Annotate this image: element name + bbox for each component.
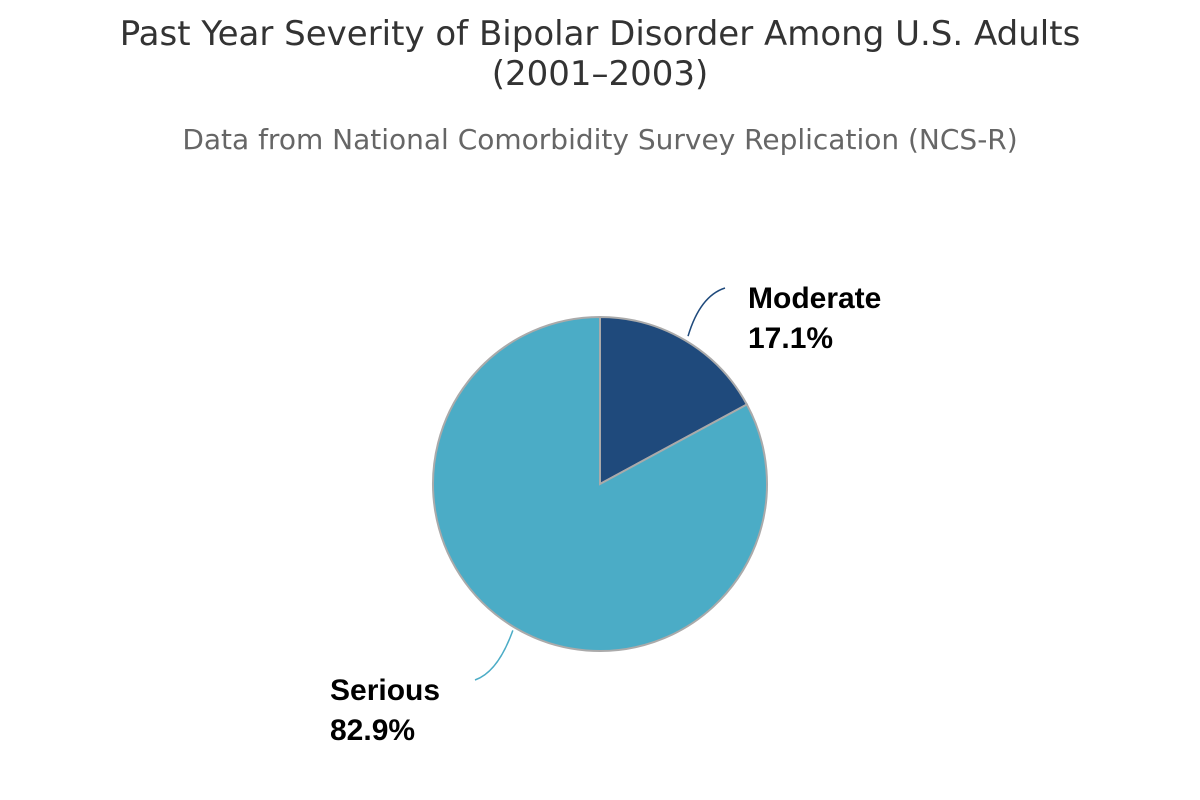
slice-value-serious: 82.9% (330, 714, 415, 747)
slice-value-moderate: 17.1% (748, 322, 833, 355)
pie-slices (432, 315, 768, 652)
connector-moderate (687, 287, 726, 337)
pie-slice-moderate (599, 315, 749, 486)
connector-serious (474, 630, 514, 681)
slice-label-moderate: Moderate (748, 282, 881, 315)
slice-label-serious: Serious (330, 674, 440, 707)
pie-slice-serious (432, 315, 768, 652)
slice-labels: Moderate 17.1% Serious 82.9% (330, 282, 881, 747)
chart-subtitle: Data from National Comorbidity Survey Re… (182, 123, 1018, 156)
chart-title: Past Year Severity of Bipolar Disorder A… (119, 14, 1081, 94)
label-connectors (474, 287, 726, 681)
